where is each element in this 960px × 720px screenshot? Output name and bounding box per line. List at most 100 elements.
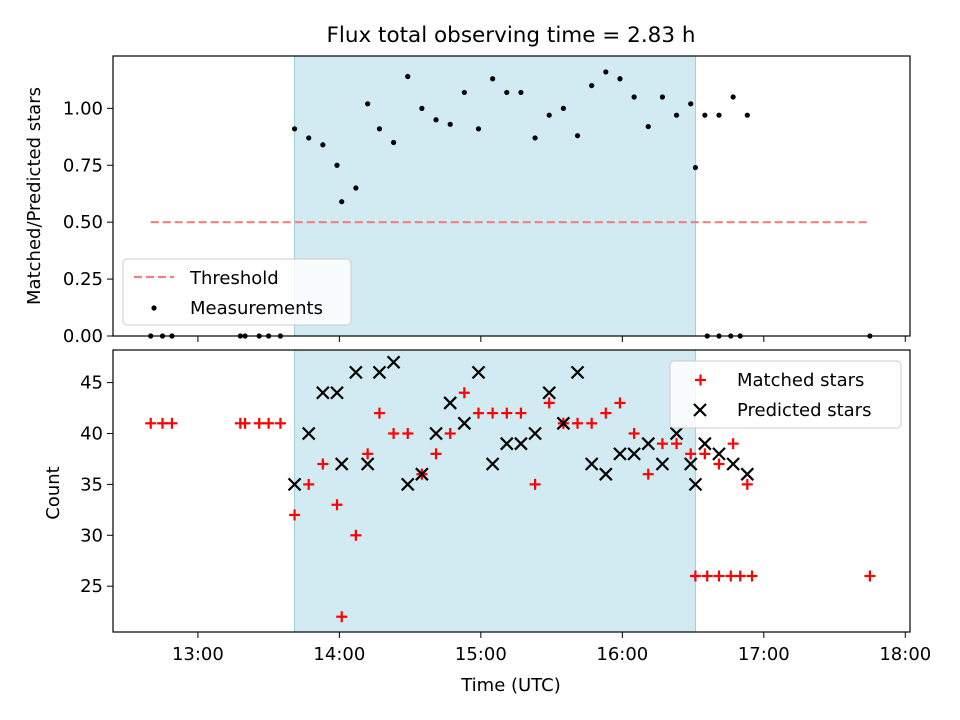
top-y-axis-label: Matched/Predicted stars: [24, 87, 45, 305]
matched-stars-legend-swatch: [695, 374, 706, 386]
measurements-point: [433, 117, 439, 123]
measurements-point: [730, 94, 736, 100]
y-tick-label: 1.00: [63, 98, 103, 119]
predicted-stars-point: [641, 436, 656, 451]
matched-stars-point: [656, 438, 668, 450]
measurements-point: [518, 89, 524, 96]
top-panel: 0.00 0.25 0.50 0.75 1.00 Flux total observin…: [24, 23, 911, 347]
top-legend-box: [122, 258, 352, 326]
measurements-point: [688, 101, 694, 107]
predicted-stars-point: [360, 457, 375, 471]
measurements-legend-label: Measurements: [190, 298, 323, 319]
matched-stars-point: [671, 438, 683, 450]
matched-stars-point: [727, 438, 739, 450]
measurements-point: [306, 135, 312, 141]
matched-stars-point: [501, 407, 513, 419]
predicted-stars-point: [514, 436, 528, 451]
predicted-stars-legend-swatch: [693, 403, 707, 417]
predicted-stars-point: [683, 457, 698, 471]
predicted-stars-point: [301, 426, 316, 441]
top-y-ticks: 0.00 0.25 0.50 0.75 1.00: [63, 98, 113, 347]
matched-stars-point: [600, 407, 612, 419]
bottom-panel-frame: [112, 349, 911, 633]
bottom-x-ticks: 13:00 14:00 15:00 16:00 17:00 18:00: [172, 632, 931, 665]
predicted-stars-point: [500, 436, 514, 451]
predicted-stars-point: [415, 467, 429, 481]
x-tick-label: 13:00: [172, 644, 224, 665]
predicted-stars-point: [316, 385, 330, 400]
measurements-point: [405, 73, 411, 80]
predicted-stars-point: [669, 426, 684, 441]
predicted-stars-point: [556, 416, 571, 431]
measurements-point: [673, 112, 680, 118]
matched-stars-point: [388, 427, 400, 439]
matched-stars-point: [701, 570, 713, 582]
measurements-point: [744, 112, 750, 118]
x-tick-label: 14:00: [313, 644, 365, 665]
predicted-stars-point: [655, 457, 670, 471]
matched-stars-legend-label: Matched stars: [737, 370, 864, 391]
predicted-stars-point: [688, 477, 703, 492]
matched-stars-point: [543, 397, 555, 409]
top-x-ticks: [197, 336, 906, 342]
matched-stars-point: [734, 570, 746, 582]
observing-window-shade-bottom: [294, 349, 696, 633]
matched-stars-point: [157, 417, 169, 429]
measurements-point: [645, 123, 651, 130]
predicted-stars-point: [287, 477, 302, 492]
measurements-point: [532, 135, 538, 141]
predicted-stars-point: [726, 457, 740, 471]
matched-stars-point: [402, 427, 414, 439]
y-tick-label: 0.25: [63, 269, 103, 290]
predicted-stars-point: [712, 447, 726, 461]
matched-stars-point: [263, 417, 275, 429]
measurements-point: [391, 139, 397, 146]
matched-stars-point: [487, 407, 499, 419]
measurements-legend-swatch: [151, 305, 157, 311]
measurements-point: [320, 142, 326, 148]
x-tick-label: 16:00: [596, 644, 648, 665]
predicted-stars-point: [330, 385, 344, 400]
measurements-point: [589, 82, 595, 89]
matched-stars-point: [864, 570, 876, 582]
predicted-stars-point: [542, 385, 557, 400]
bottom-y-ticks: 25 30 35 40 45: [80, 373, 113, 597]
y-tick-label: 0.50: [63, 212, 103, 233]
bottom-panel-marks: [145, 355, 876, 623]
predicted-stars-point: [443, 396, 457, 410]
predicted-stars-point: [599, 467, 613, 481]
matched-stars-point: [350, 529, 362, 541]
measurements-point: [419, 105, 425, 111]
matched-stars-point: [253, 417, 265, 429]
predicted-stars-point: [528, 426, 542, 441]
x-tick-label: 17:00: [738, 644, 790, 665]
predicted-stars-point: [740, 467, 755, 481]
predicted-stars-point: [372, 365, 387, 380]
predicted-stars-point: [349, 365, 363, 380]
matched-stars-point: [515, 407, 527, 419]
y-tick-label: 35: [80, 474, 103, 495]
matched-stars-point: [725, 570, 737, 582]
predicted-stars-point: [400, 477, 415, 492]
matched-stars-point: [444, 427, 456, 439]
chart-title: Flux total observing time = 2.83 h: [327, 23, 696, 48]
measurements-point: [702, 112, 708, 118]
measurements-point: [490, 76, 496, 82]
matched-stars-point: [741, 478, 753, 490]
predicted-stars-point: [485, 457, 500, 471]
measurements-point: [376, 126, 383, 132]
matched-stars-point: [614, 397, 626, 409]
measurements-point: [560, 105, 566, 111]
matched-stars-point: [336, 611, 348, 623]
matched-stars-point: [472, 407, 484, 419]
predicted-stars-point: [457, 416, 472, 431]
bottom-panel: 25 30 35 40 45 13:00 14:00 15:00 16:00 17:00 18:0…: [43, 349, 931, 696]
matched-stars-point: [362, 448, 374, 460]
matched-stars-point: [166, 417, 178, 429]
matched-stars-point: [685, 448, 697, 460]
matched-stars-point: [713, 570, 725, 582]
measurements-point: [631, 94, 637, 100]
matched-stars-point: [689, 570, 701, 582]
x-axis-label: Time (UTC): [460, 675, 561, 696]
